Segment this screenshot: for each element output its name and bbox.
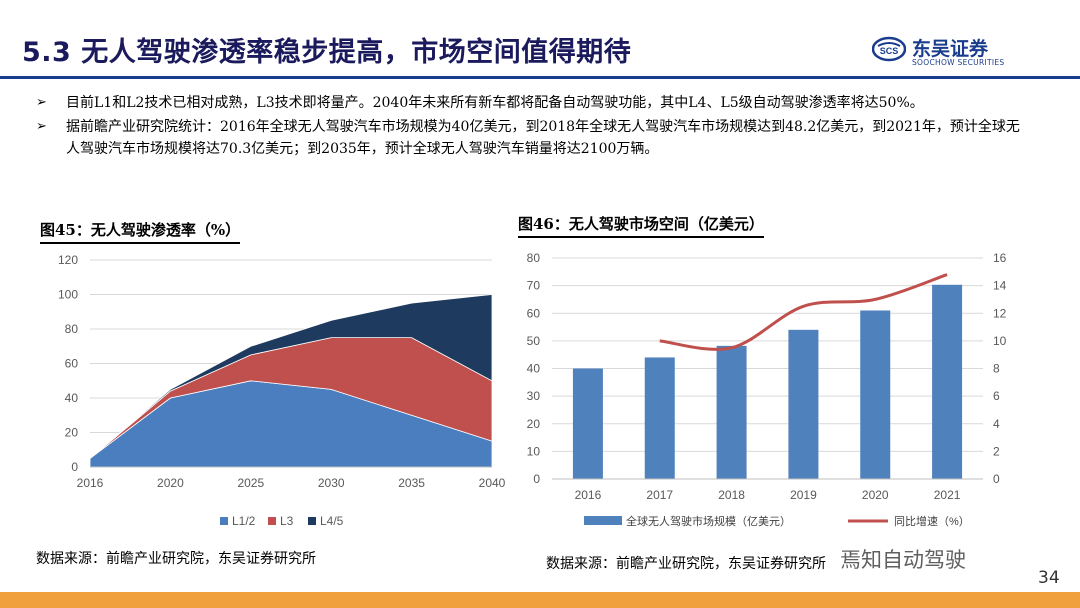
- legend-label: L3: [280, 514, 294, 528]
- bullet-list: ➢ 目前L1和L2技术已相对成熟，L3技术即将量产。2040年未来所有新车都将配…: [36, 92, 1026, 162]
- header-divider: [0, 76, 1080, 79]
- y2-tick-label: 6: [993, 389, 1000, 403]
- x-tick-label: 2018: [718, 488, 745, 502]
- area-series-L4-5: [89, 294, 493, 459]
- market-size-bar: [788, 329, 819, 479]
- y2-tick-label: 2: [993, 444, 1000, 458]
- logo-mark-text: SCS: [880, 46, 899, 56]
- y-tick-label: 20: [65, 426, 79, 440]
- bullet-text: 据前瞻产业研究院统计：2016年全球无人驾驶汽车市场规模为40亿美元，到2018…: [66, 119, 1020, 157]
- arrow-bullet-icon: ➢: [36, 119, 47, 134]
- legend-label: L4/5: [320, 514, 344, 528]
- logo-chinese-name: 东吴证券: [912, 38, 989, 60]
- y2-tick-label: 0: [993, 472, 1000, 486]
- market-size-bar: [644, 357, 675, 479]
- x-tick-label: 2025: [237, 476, 264, 490]
- y2-tick-label: 10: [993, 334, 1007, 348]
- growth-rate-line: [659, 273, 948, 351]
- data-source-left: 数据来源：前瞻产业研究院，东吴证券研究所: [36, 551, 316, 567]
- x-tick-label: 2020: [157, 476, 184, 490]
- legend-swatch-bar: [584, 516, 622, 525]
- y-tick-label: 30: [527, 389, 541, 403]
- logo-english-name: SOOCHOW SECURITIES: [912, 58, 1005, 67]
- x-tick-label: 2030: [318, 476, 345, 490]
- y-tick-label: 60: [527, 306, 541, 320]
- y-tick-label: 20: [527, 417, 541, 431]
- y2-tick-label: 14: [993, 279, 1007, 293]
- legend-swatch: [220, 517, 228, 525]
- x-tick-label: 2035: [398, 476, 425, 490]
- market-size-bar: [716, 345, 747, 479]
- data-source-right: 数据来源：前瞻产业研究院，东吴证券研究所: [546, 556, 826, 572]
- y2-tick-label: 12: [993, 306, 1007, 320]
- legend-swatch: [308, 517, 316, 525]
- slide-header: 5.3 无人驾驶渗透率稳步提高，市场空间值得期待 SCS 东吴证券 SOOCHO…: [0, 0, 1080, 79]
- slide-title: 5.3 无人驾驶渗透率稳步提高，市场空间值得期待: [22, 37, 632, 68]
- watermark: 焉知自动驾驶: [840, 548, 966, 572]
- bullet-item: ➢ 据前瞻产业研究院统计：2016年全球无人驾驶汽车市场规模为40亿美元，到20…: [36, 116, 1026, 160]
- bullet-item: ➢ 目前L1和L2技术已相对成熟，L3技术即将量产。2040年未来所有新车都将配…: [36, 92, 1026, 114]
- arrow-bullet-icon: ➢: [36, 95, 47, 110]
- y2-tick-label: 8: [993, 362, 1000, 376]
- legend-label-line: 同比增速（%）: [894, 514, 970, 528]
- logo-mark-icon: SCS: [872, 36, 906, 62]
- market-size-combo-chart: 0 10 20 30 40 50 60 70 80 0 2 4 6 8 10 12 14 16 2016 2017 20…: [527, 251, 1007, 528]
- y-tick-label: 50: [527, 334, 541, 348]
- y-tick-label: 100: [58, 288, 78, 302]
- y-tick-label: 70: [527, 279, 541, 293]
- market-size-bar: [932, 284, 963, 479]
- y-tick-label: 0: [71, 460, 78, 474]
- footer-bar: [0, 592, 1080, 608]
- x-tick-label: 2040: [479, 476, 506, 490]
- y-tick-label: 60: [65, 357, 79, 371]
- y2-tick-label: 16: [993, 251, 1007, 265]
- y-tick-label: 40: [527, 362, 541, 376]
- legend-swatch: [268, 517, 276, 525]
- figure-45-title: 图45：无人驾驶渗透率（%）: [40, 219, 241, 244]
- y-tick-label: 80: [527, 251, 541, 265]
- market-size-bar: [860, 310, 891, 479]
- figure-46-title: 图46：无人驾驶市场空间（亿美元）: [518, 213, 764, 238]
- x-tick-label: 2021: [934, 488, 961, 502]
- y-tick-label: 80: [65, 322, 79, 336]
- x-tick-label: 2016: [575, 488, 602, 502]
- market-size-bar: [572, 368, 603, 479]
- y-tick-label: 0: [533, 472, 540, 486]
- legend-label: L1/2: [232, 514, 256, 528]
- y-tick-label: 10: [527, 444, 541, 458]
- y2-tick-label: 4: [993, 417, 1000, 431]
- y-tick-label: 40: [65, 391, 79, 405]
- x-tick-label: 2020: [862, 488, 889, 502]
- page-number: 34: [1038, 568, 1060, 588]
- y-tick-label: 120: [58, 253, 78, 267]
- bullet-text: 目前L1和L2技术已相对成熟，L3技术即将量产。2040年未来所有新车都将配备自…: [66, 95, 924, 111]
- company-logo: SCS 东吴证券 SOOCHOW SECURITIES: [872, 34, 1032, 70]
- x-tick-label: 2019: [790, 488, 817, 502]
- x-tick-label: 2016: [77, 476, 104, 490]
- legend-label-bar: 全球无人驾驶市场规模（亿美元）: [626, 514, 791, 528]
- x-tick-label: 2017: [646, 488, 673, 502]
